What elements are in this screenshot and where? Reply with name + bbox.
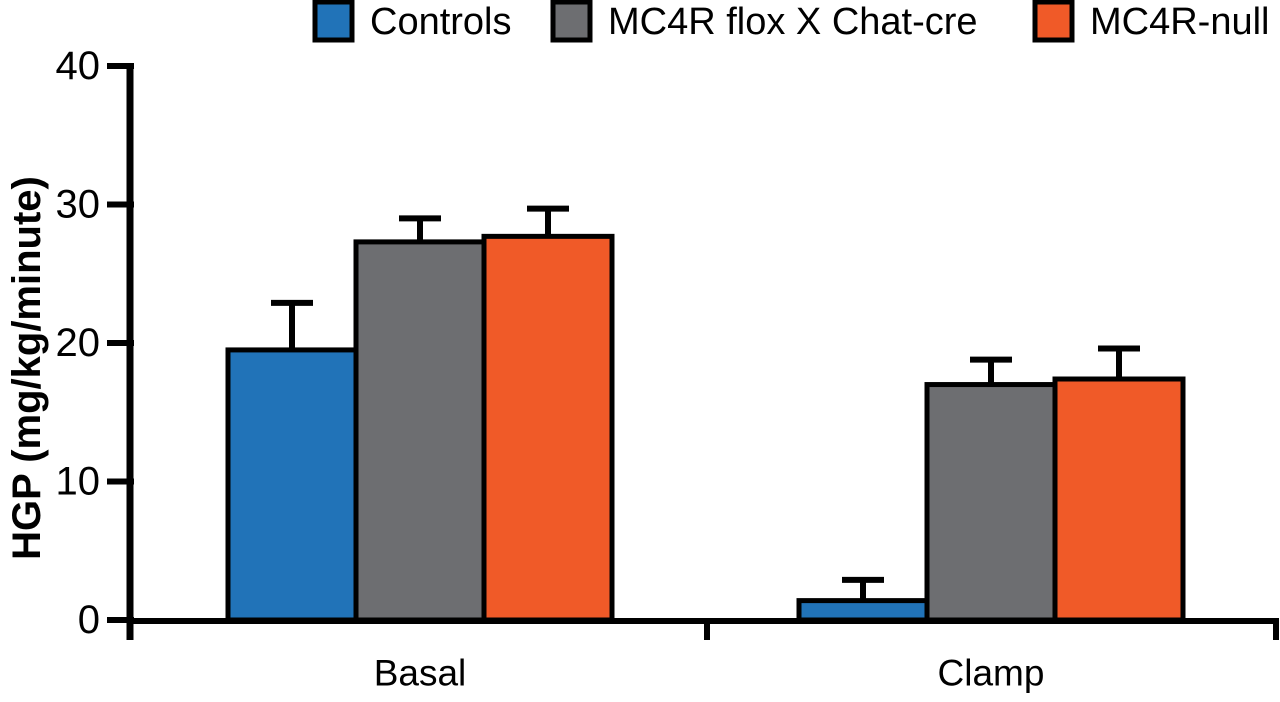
bar-mc4r-null-clamp [1052,376,1186,623]
bar-mc4r-flox-x-chat-cre-clamp [924,382,1058,623]
axis-labels: HGP (mg/kg/minute) 0 10 20 30 40 Basal Clamp [5,44,1044,694]
bars [225,233,1186,623]
y-axis-label: HGP (mg/kg/minute) [5,176,49,560]
legend-swatch-mc4r-null [1032,0,1075,43]
x-category-label-clamp: Clamp [938,653,1045,694]
y-tick-label-20: 20 [56,321,101,365]
bar-controls-clamp [796,598,930,623]
bar-mc4r-flox-x-chat-cre-basal [353,239,487,623]
x-category-label-basal: Basal [374,653,467,694]
legend-label-mc4r-null: MC4R-null [1090,1,1269,43]
bar-mc4r-null-basal [481,233,615,623]
legend: Controls MC4R flox X Chat-cre MC4R-null [312,0,1269,43]
y-tick-label-0: 0 [78,598,100,642]
y-tick-label-10: 10 [56,460,101,504]
axes [107,63,1279,640]
y-tick-label-40: 40 [56,44,101,88]
error-bars [271,205,1140,601]
y-tick-label-30: 30 [56,183,101,227]
bar-controls-basal [225,347,359,623]
legend-label-mc4r-flox-x-chat-cre: MC4R flox X Chat-cre [608,1,978,43]
legend-label-controls: Controls [370,1,512,43]
legend-swatch-controls [312,0,355,43]
legend-swatch-mc4r-flox-x-chat-cre [550,0,593,43]
